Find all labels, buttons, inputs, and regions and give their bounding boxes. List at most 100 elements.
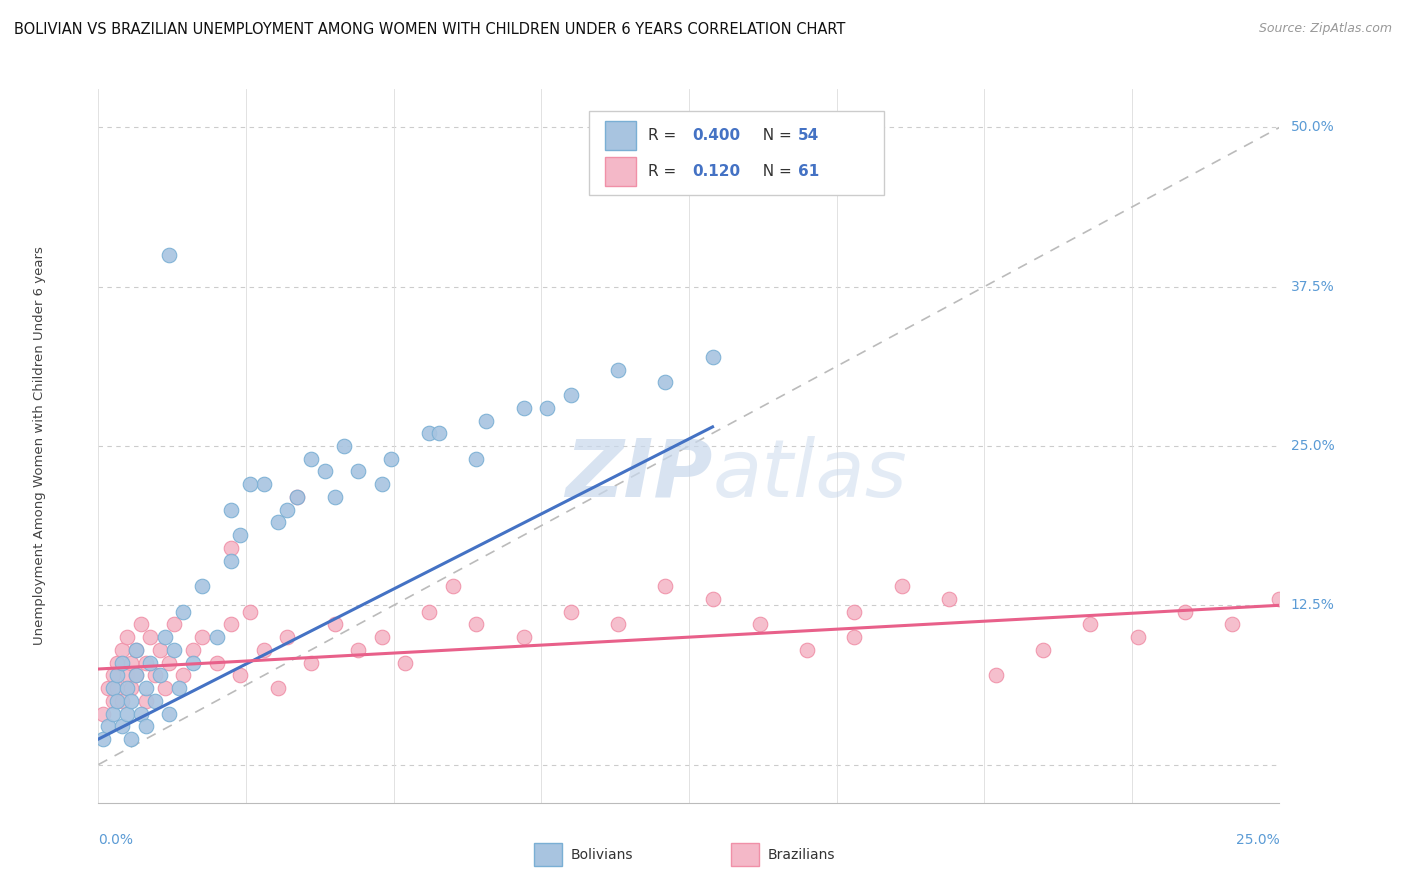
Point <box>125 643 148 657</box>
Point <box>654 579 676 593</box>
Point <box>512 630 534 644</box>
Point <box>285 490 308 504</box>
Point <box>111 656 134 670</box>
Point <box>1220 617 1243 632</box>
Point <box>191 579 214 593</box>
Text: 0.400: 0.400 <box>693 128 741 143</box>
Point <box>101 706 124 721</box>
Point <box>938 591 960 606</box>
Point <box>219 617 242 632</box>
Point <box>101 668 124 682</box>
Point <box>1126 630 1149 644</box>
Point <box>560 388 582 402</box>
Point <box>465 451 488 466</box>
Point <box>143 668 166 682</box>
Point <box>129 706 152 721</box>
Point <box>135 694 157 708</box>
Point <box>607 617 630 632</box>
Point <box>654 376 676 390</box>
Text: R =: R = <box>648 164 686 178</box>
Text: N =: N = <box>754 164 797 178</box>
Point <box>172 605 194 619</box>
Point <box>129 617 152 632</box>
Text: ZIP: ZIP <box>565 435 713 514</box>
Point <box>219 554 242 568</box>
Point <box>167 681 190 695</box>
Point <box>163 643 186 657</box>
Point <box>347 643 370 657</box>
Point <box>380 451 402 466</box>
Point <box>135 719 157 733</box>
Text: R =: R = <box>648 128 681 143</box>
Point <box>1268 591 1291 606</box>
Point <box>181 656 204 670</box>
Point <box>149 668 172 682</box>
Point <box>91 706 114 721</box>
Text: Bolivians: Bolivians <box>571 847 633 862</box>
Point <box>299 451 322 466</box>
Point <box>441 579 464 593</box>
Point <box>163 617 186 632</box>
Text: 0.0%: 0.0% <box>98 833 134 847</box>
Point <box>105 694 128 708</box>
Text: 0.120: 0.120 <box>693 164 741 178</box>
Point <box>427 426 450 441</box>
Point <box>475 413 498 427</box>
Point <box>844 630 866 644</box>
Text: atlas: atlas <box>713 435 907 514</box>
Point <box>890 579 912 593</box>
Point <box>512 401 534 415</box>
Text: Brazilians: Brazilians <box>768 847 835 862</box>
Text: BOLIVIAN VS BRAZILIAN UNEMPLOYMENT AMONG WOMEN WITH CHILDREN UNDER 6 YEARS CORRE: BOLIVIAN VS BRAZILIAN UNEMPLOYMENT AMONG… <box>14 22 845 37</box>
Point <box>253 477 276 491</box>
Point <box>323 617 346 632</box>
Point <box>91 732 114 747</box>
Text: 37.5%: 37.5% <box>1291 280 1334 293</box>
Point <box>702 350 724 364</box>
Text: 61: 61 <box>799 164 820 178</box>
Text: 25.0%: 25.0% <box>1291 439 1334 453</box>
Point <box>115 681 138 695</box>
Point <box>115 668 138 682</box>
Point <box>157 706 180 721</box>
Point <box>121 656 143 670</box>
Point <box>149 643 172 657</box>
Point <box>394 656 416 670</box>
Point <box>111 643 134 657</box>
Point <box>97 681 120 695</box>
Point <box>172 668 194 682</box>
Point <box>105 656 128 670</box>
Point <box>1080 617 1102 632</box>
Point <box>607 362 630 376</box>
Point <box>465 617 488 632</box>
Point <box>418 426 440 441</box>
Point <box>219 541 242 555</box>
Point <box>276 630 298 644</box>
Point <box>115 630 138 644</box>
Point <box>191 630 214 644</box>
Text: 54: 54 <box>799 128 820 143</box>
Point <box>229 528 252 542</box>
Text: 50.0%: 50.0% <box>1291 120 1334 135</box>
Point <box>984 668 1007 682</box>
Point <box>143 694 166 708</box>
Point <box>748 617 770 632</box>
Point <box>229 668 252 682</box>
Point <box>285 490 308 504</box>
Point <box>239 605 262 619</box>
Point <box>125 668 148 682</box>
Point <box>135 656 157 670</box>
Point <box>314 465 336 479</box>
Point <box>347 465 370 479</box>
Point <box>157 248 180 262</box>
Point <box>157 656 180 670</box>
Point <box>139 630 162 644</box>
Point <box>105 668 128 682</box>
Point <box>267 516 290 530</box>
Point <box>111 719 134 733</box>
Text: Source: ZipAtlas.com: Source: ZipAtlas.com <box>1258 22 1392 36</box>
Point <box>276 502 298 516</box>
Text: 25.0%: 25.0% <box>1236 833 1279 847</box>
Point <box>125 643 148 657</box>
Point <box>1174 605 1197 619</box>
